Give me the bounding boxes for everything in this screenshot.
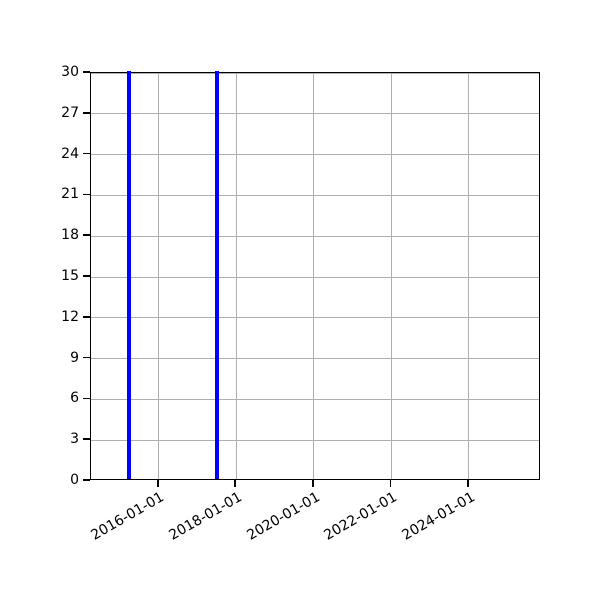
y-tick-label: 15: [61, 268, 79, 284]
y-gridline: [91, 317, 539, 319]
x-gridline: [313, 73, 315, 479]
y-tick-mark: [83, 397, 90, 400]
y-gridline: [91, 113, 539, 115]
y-tick-label: 6: [70, 390, 79, 407]
y-tick-mark: [83, 356, 90, 359]
y-tick-mark: [83, 315, 90, 318]
x-gridline: [158, 73, 160, 479]
data-bar: [214, 71, 220, 479]
y-tick-label: 18: [61, 227, 79, 244]
y-gridline: [91, 398, 539, 400]
y-tick-mark: [83, 193, 90, 196]
plot-area: [90, 71, 540, 480]
x-tick-label: 2024-01-01: [398, 489, 478, 544]
y-tick-label: 27: [61, 104, 79, 121]
y-tick-label: 21: [61, 186, 79, 203]
y-gridline: [91, 154, 539, 156]
x-tick-mark: [467, 480, 469, 487]
y-tick-label: 9: [70, 349, 79, 366]
x-tick-label: 2020-01-01: [243, 489, 323, 544]
y-gridline: [91, 72, 539, 74]
y-gridline: [91, 439, 539, 441]
x-tick-label: 2016-01-01: [88, 489, 168, 544]
y-tick-label: 24: [61, 145, 79, 162]
y-tick-mark: [83, 111, 90, 114]
x-tick-label: 2022-01-01: [321, 489, 400, 544]
y-tick-mark: [83, 152, 90, 155]
x-tick-mark: [389, 480, 392, 487]
y-tick-mark: [83, 479, 90, 481]
y-gridline: [91, 194, 539, 196]
x-gridline: [235, 73, 237, 479]
y-tick-mark: [83, 71, 90, 73]
y-tick-mark: [83, 234, 90, 237]
y-tick-label: 12: [61, 308, 79, 325]
x-tick-mark: [156, 480, 159, 487]
y-tick-label: 30: [61, 64, 79, 80]
x-tick-label: 2018-01-01: [166, 489, 245, 544]
y-gridline: [91, 276, 539, 278]
x-tick-mark: [234, 480, 237, 487]
x-gridline: [390, 73, 392, 479]
y-gridline: [91, 235, 539, 237]
y-gridline: [91, 358, 539, 360]
data-bar: [126, 71, 132, 479]
x-tick-mark: [312, 480, 314, 487]
y-tick-mark: [83, 438, 90, 441]
y-tick-label: 0: [70, 472, 79, 488]
x-gridline: [468, 73, 470, 479]
y-tick-label: 3: [70, 431, 79, 448]
y-tick-mark: [83, 275, 90, 277]
